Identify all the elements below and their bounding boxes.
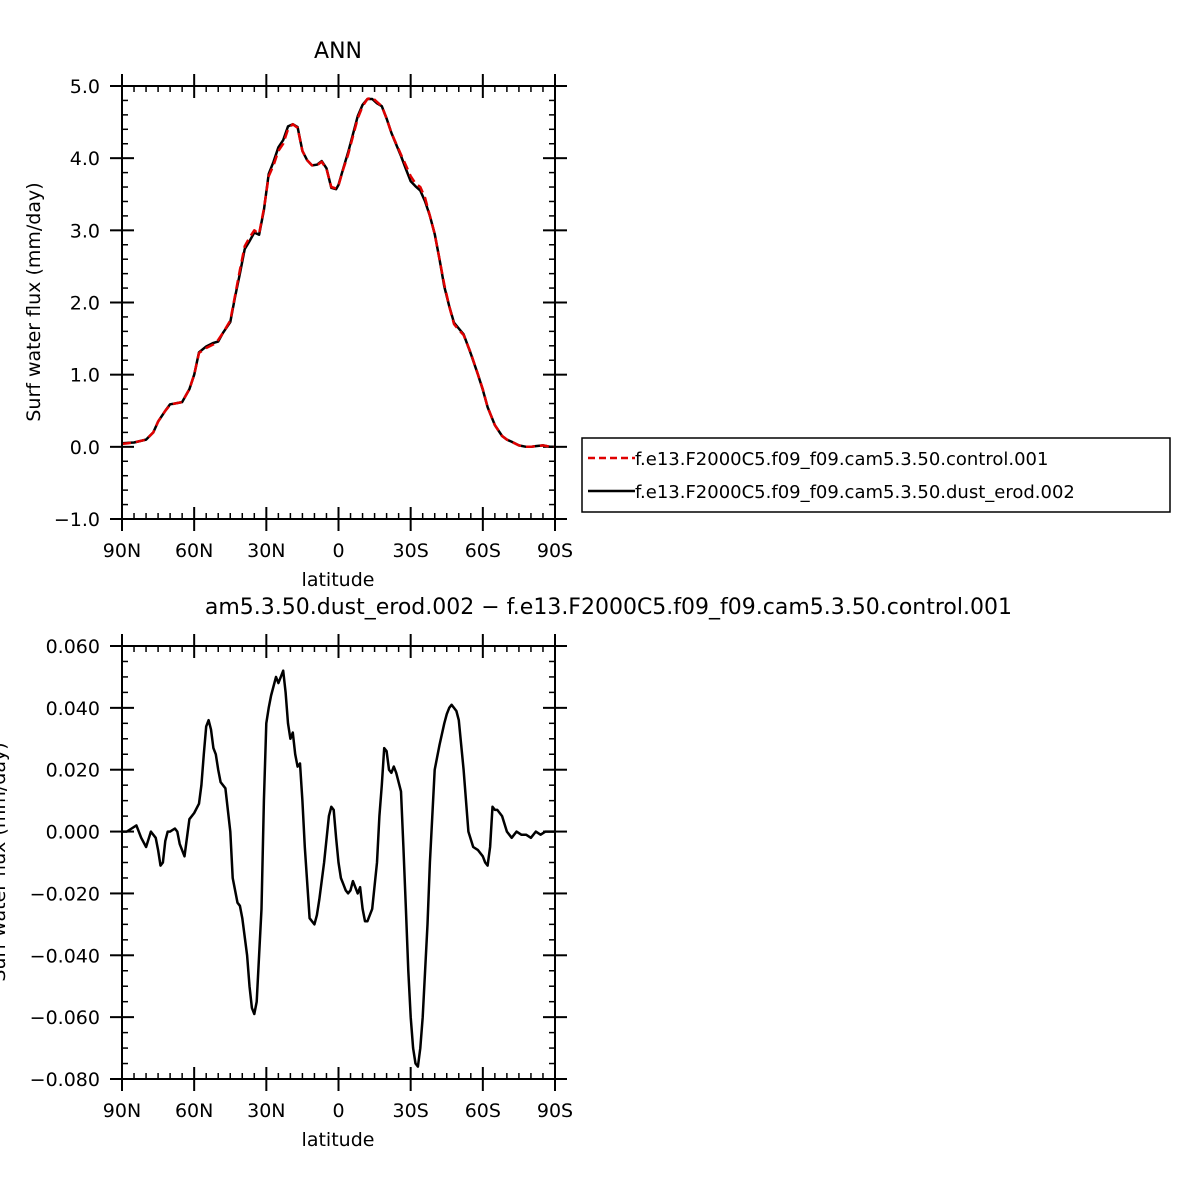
bottom-x-axis-label: latitude xyxy=(302,1129,375,1151)
top-title: ANN xyxy=(314,39,362,64)
top-y-axis-label: Surf water flux (mm/day) xyxy=(23,182,45,421)
bottom-title: am5.3.50.dust_erod.002 − f.e13.F2000C5.f… xyxy=(205,595,1012,620)
bottom-y-tick-label: −0.080 xyxy=(30,1069,100,1091)
bottom-series-line-0 xyxy=(122,669,555,1068)
bottom-plot-frame xyxy=(121,645,556,1080)
top-plot-frame xyxy=(121,85,556,520)
bottom-y-tick-label: 0.060 xyxy=(46,636,100,658)
bottom-x-tick-label: 90N xyxy=(103,1100,141,1122)
top-x-tick-label: 60N xyxy=(175,540,213,562)
top-x-tick-label: 0 xyxy=(332,540,344,562)
bottom-y-tick-label: −0.020 xyxy=(30,883,100,905)
top-y-tick-label: 2.0 xyxy=(70,293,100,315)
top-plot: ANN Surf water flux (mm/day) latitude 90… xyxy=(23,39,573,591)
bottom-x-tick-label: 60N xyxy=(175,1100,213,1122)
bottom-x-tick-label: 0 xyxy=(332,1100,344,1122)
bottom-x-tick-label: 30S xyxy=(393,1100,429,1122)
top-x-tick-label: 30N xyxy=(247,540,285,562)
legend-label-control: f.e13.F2000C5.f09_f09.cam5.3.50.control.… xyxy=(635,449,1048,470)
top-x-axis-label: latitude xyxy=(302,569,375,591)
top-series-line-0 xyxy=(121,96,555,449)
top-y-tick-label: 1.0 xyxy=(70,365,100,387)
bottom-x-tick-label: 30N xyxy=(247,1100,285,1122)
top-x-tick-label: 90S xyxy=(537,540,573,562)
bottom-plot: am5.3.50.dust_erod.002 − f.e13.F2000C5.f… xyxy=(0,595,1012,1151)
top-x-tick-label: 60S xyxy=(465,540,501,562)
legend-label-dust-erod: f.e13.F2000C5.f09_f09.cam5.3.50.dust_ero… xyxy=(635,482,1075,503)
top-x-tick-label: 90N xyxy=(103,540,141,562)
top-plot-area: 90N 60N 30N 0 30S 60S 90S −1.0 0.0 1.0 2.0 3.0 4.0 5.… xyxy=(54,74,573,562)
top-y-tick-label: −1.0 xyxy=(54,509,100,531)
bottom-y-tick-label: 0.040 xyxy=(46,698,100,720)
legend-box xyxy=(581,437,1171,513)
top-x-tick-label: 30S xyxy=(393,540,429,562)
bottom-y-tick-label: 0.000 xyxy=(46,822,100,844)
bottom-x-tick-label: 90S xyxy=(537,1100,573,1122)
bottom-x-tick-label: 60S xyxy=(465,1100,501,1122)
top-y-tick-label: 3.0 xyxy=(70,220,100,242)
bottom-y-tick-label: −0.060 xyxy=(30,1007,100,1029)
top-y-tick-label: 0.0 xyxy=(70,437,100,459)
bottom-y-tick-label: 0.020 xyxy=(46,760,100,782)
bottom-plot-area: 90N 60N 30N 0 30S 60S 90S −0.080 −0.060 −0.040 −0.… xyxy=(30,634,573,1122)
bottom-y-tick-label: −0.040 xyxy=(30,945,100,967)
top-y-tick-label: 5.0 xyxy=(70,76,100,98)
top-y-tick-label: 4.0 xyxy=(70,148,100,170)
bottom-y-axis-label: Surf water flux (mm/day) xyxy=(0,742,10,981)
legend: f.e13.F2000C5.f09_f09.cam5.3.50.control.… xyxy=(581,437,1171,513)
